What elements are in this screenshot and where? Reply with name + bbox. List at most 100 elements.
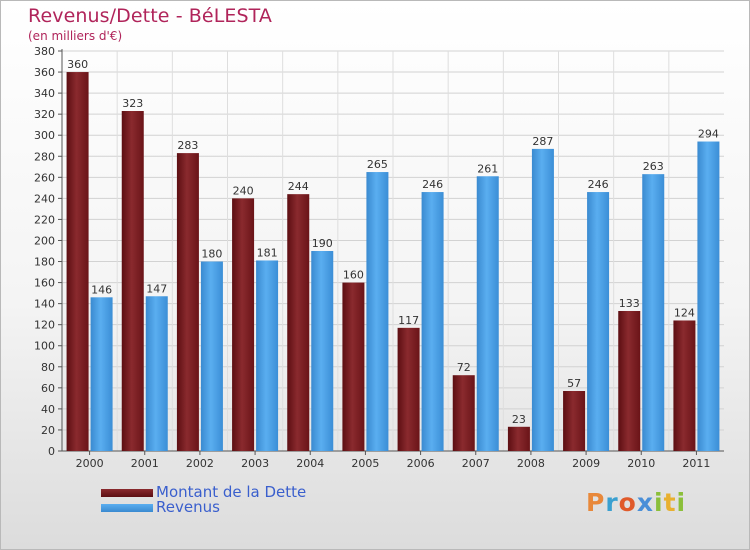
grid-lines [62, 50, 724, 451]
y-tick-label: 360 [34, 66, 55, 79]
x-tick-label: 2011 [682, 457, 710, 470]
data-label-debt: 133 [619, 297, 640, 310]
y-tick-label: 340 [34, 87, 55, 100]
bar-debt [563, 391, 586, 451]
logo-letter: i [654, 488, 664, 517]
axes [58, 49, 724, 455]
data-label-debt: 72 [457, 361, 471, 374]
legend-swatch-revenue [101, 504, 153, 512]
bar-revenue [697, 141, 720, 452]
data-label-debt: 360 [67, 58, 88, 71]
bar-revenue [476, 176, 499, 451]
data-label-revenue: 246 [422, 178, 443, 191]
x-tick-label: 2001 [131, 457, 159, 470]
y-tick-label: 0 [48, 445, 55, 458]
y-tick-label: 40 [41, 403, 55, 416]
x-tick-label: 2002 [186, 457, 214, 470]
y-tick-label: 380 [34, 45, 55, 58]
y-tick-label: 220 [34, 213, 55, 226]
y-tick-label: 100 [34, 340, 55, 353]
logo-letter: P [586, 488, 606, 517]
data-label-revenue: 146 [91, 283, 112, 296]
data-label-debt: 160 [343, 269, 364, 282]
bar-revenue [200, 261, 223, 451]
bar-revenue [145, 296, 168, 451]
logo-letter: o [618, 488, 637, 517]
x-tick-label: 2008 [517, 457, 545, 470]
data-label-debt: 283 [177, 139, 198, 152]
logo-letter: x [636, 488, 654, 517]
data-label-revenue: 287 [532, 135, 553, 148]
data-label-revenue: 190 [312, 237, 333, 250]
bar-revenue [531, 148, 554, 452]
x-tick-labels: 2000 2001 2002 2003 2004 2005 2006 2007 2008 2009… [76, 457, 711, 470]
data-label-debt: 323 [122, 97, 143, 110]
bar-revenue [256, 260, 279, 451]
data-label-revenue: 181 [257, 246, 278, 259]
data-label-revenue: 180 [201, 248, 222, 261]
x-tick-label: 2004 [296, 457, 324, 470]
bar-debt [176, 153, 199, 451]
data-label-debt: 117 [398, 314, 419, 327]
bar-debt [66, 72, 89, 451]
bar-debt [287, 194, 310, 451]
data-label-revenue: 263 [643, 160, 664, 173]
legend-swatch-debt [101, 489, 153, 497]
bar-debt [342, 282, 365, 451]
bar-debt [618, 311, 641, 451]
y-tick-label: 140 [34, 298, 55, 311]
x-tick-label: 2009 [572, 457, 600, 470]
y-tick-label: 300 [34, 129, 55, 142]
data-label-revenue: 261 [477, 162, 498, 175]
data-label-revenue: 265 [367, 158, 388, 171]
chart-subtitle: (en milliers d'€) [28, 29, 123, 43]
data-label-debt: 244 [288, 180, 309, 193]
bar-debt [121, 111, 144, 451]
y-tick-label: 80 [41, 361, 55, 374]
bar-revenue [421, 192, 444, 452]
y-tick-label: 240 [34, 192, 55, 205]
y-tick-label: 180 [34, 256, 55, 269]
y-tick-label: 260 [34, 171, 55, 184]
bar-debt [397, 327, 420, 451]
bar-revenue [90, 297, 113, 451]
y-tick-label: 320 [34, 108, 55, 121]
bar-chart: 0 20 40 60 80 100 120 140 160 180 200 220 240 260 280 3… [34, 45, 724, 470]
x-tick-label: 2007 [462, 457, 490, 470]
chart-title: Revenus/Dette - BéLESTA [28, 5, 273, 27]
y-tick-label: 60 [41, 382, 55, 395]
logo-letter: i [676, 488, 687, 517]
logo-letter: t [663, 488, 677, 517]
y-tick-label: 280 [34, 150, 55, 163]
data-label-debt: 23 [512, 413, 526, 426]
y-tick-label: 200 [34, 234, 55, 247]
proxiti-logo: Proxiti [586, 488, 686, 517]
data-label-debt: 124 [674, 306, 695, 319]
bar-revenue [587, 192, 610, 452]
data-label-revenue: 147 [146, 282, 167, 295]
x-tick-label: 2005 [351, 457, 379, 470]
bar-revenue [642, 174, 665, 451]
x-tick-label: 2010 [627, 457, 655, 470]
bar-revenue [311, 251, 334, 451]
data-labels: 360 146 323 147 283 180 240 181 244 190 160 265 117 2… [67, 58, 719, 426]
legend-label-revenue: Revenus [156, 498, 220, 516]
y-tick-label: 160 [34, 277, 55, 290]
bar-revenue [366, 172, 389, 452]
bar-debt [507, 426, 530, 451]
x-tick-label: 2000 [76, 457, 104, 470]
bar-debt [673, 320, 696, 451]
x-tick-label: 2003 [241, 457, 269, 470]
logo-letter: r [605, 488, 619, 517]
bar-debt [452, 375, 475, 451]
legend-label-debt: Montant de la Dette [156, 483, 307, 501]
data-label-revenue: 294 [698, 128, 719, 141]
y-tick-labels: 0 20 40 60 80 100 120 140 160 180 200 220 240 260 280 3… [34, 45, 55, 458]
data-label-debt: 240 [233, 184, 254, 197]
data-label-debt: 57 [567, 377, 581, 390]
y-tick-label: 20 [41, 424, 55, 437]
x-tick-label: 2006 [407, 457, 435, 470]
bars [66, 72, 720, 452]
bar-debt [232, 198, 255, 451]
